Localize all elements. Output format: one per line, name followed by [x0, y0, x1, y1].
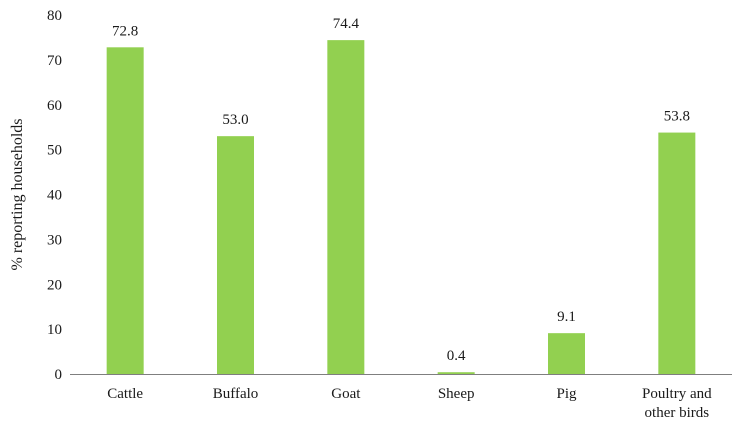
bar [106, 47, 144, 375]
data-label: 9.1 [557, 309, 576, 325]
data-label: 0.4 [447, 348, 466, 364]
y-tick-label: 80 [47, 8, 62, 24]
y-axis-title: % reporting households [9, 119, 26, 271]
bars-group [106, 40, 696, 375]
bar [437, 372, 475, 374]
y-tick-label: 0 [55, 367, 63, 383]
y-tick-label: 30 [47, 232, 62, 248]
x-category-label: Goat [331, 386, 361, 402]
data-label: 74.4 [333, 16, 360, 32]
bar [217, 136, 254, 374]
y-tick-label: 60 [47, 98, 62, 114]
x-category-label: Sheep [438, 386, 475, 402]
y-tick-label: 40 [47, 188, 62, 204]
data-label: 53.8 [664, 109, 690, 125]
data-label: 72.8 [112, 23, 138, 39]
bar [327, 40, 365, 374]
x-axis-labels: Cattle Buffalo Goat Sheep Pig Poultry and othe… [107, 386, 712, 421]
x-category-label: Cattle [107, 386, 143, 402]
y-tick-label: 20 [47, 277, 62, 293]
y-tick-label: 10 [47, 322, 62, 338]
y-axis-ticks: 0 10 20 30 40 50 60 70 80 [47, 8, 62, 383]
y-tick-label: 50 [47, 143, 62, 159]
data-labels-group: 72.8 53.0 74.4 0.4 9.1 53.8 [112, 16, 690, 364]
x-category-label: Pig [556, 386, 577, 402]
bar [658, 132, 696, 374]
data-label: 53.0 [222, 112, 248, 128]
x-category-label: Poultry and other birds [642, 386, 712, 421]
x-category-label: Buffalo [213, 386, 259, 402]
bar [548, 333, 585, 374]
y-tick-label: 70 [47, 53, 62, 69]
